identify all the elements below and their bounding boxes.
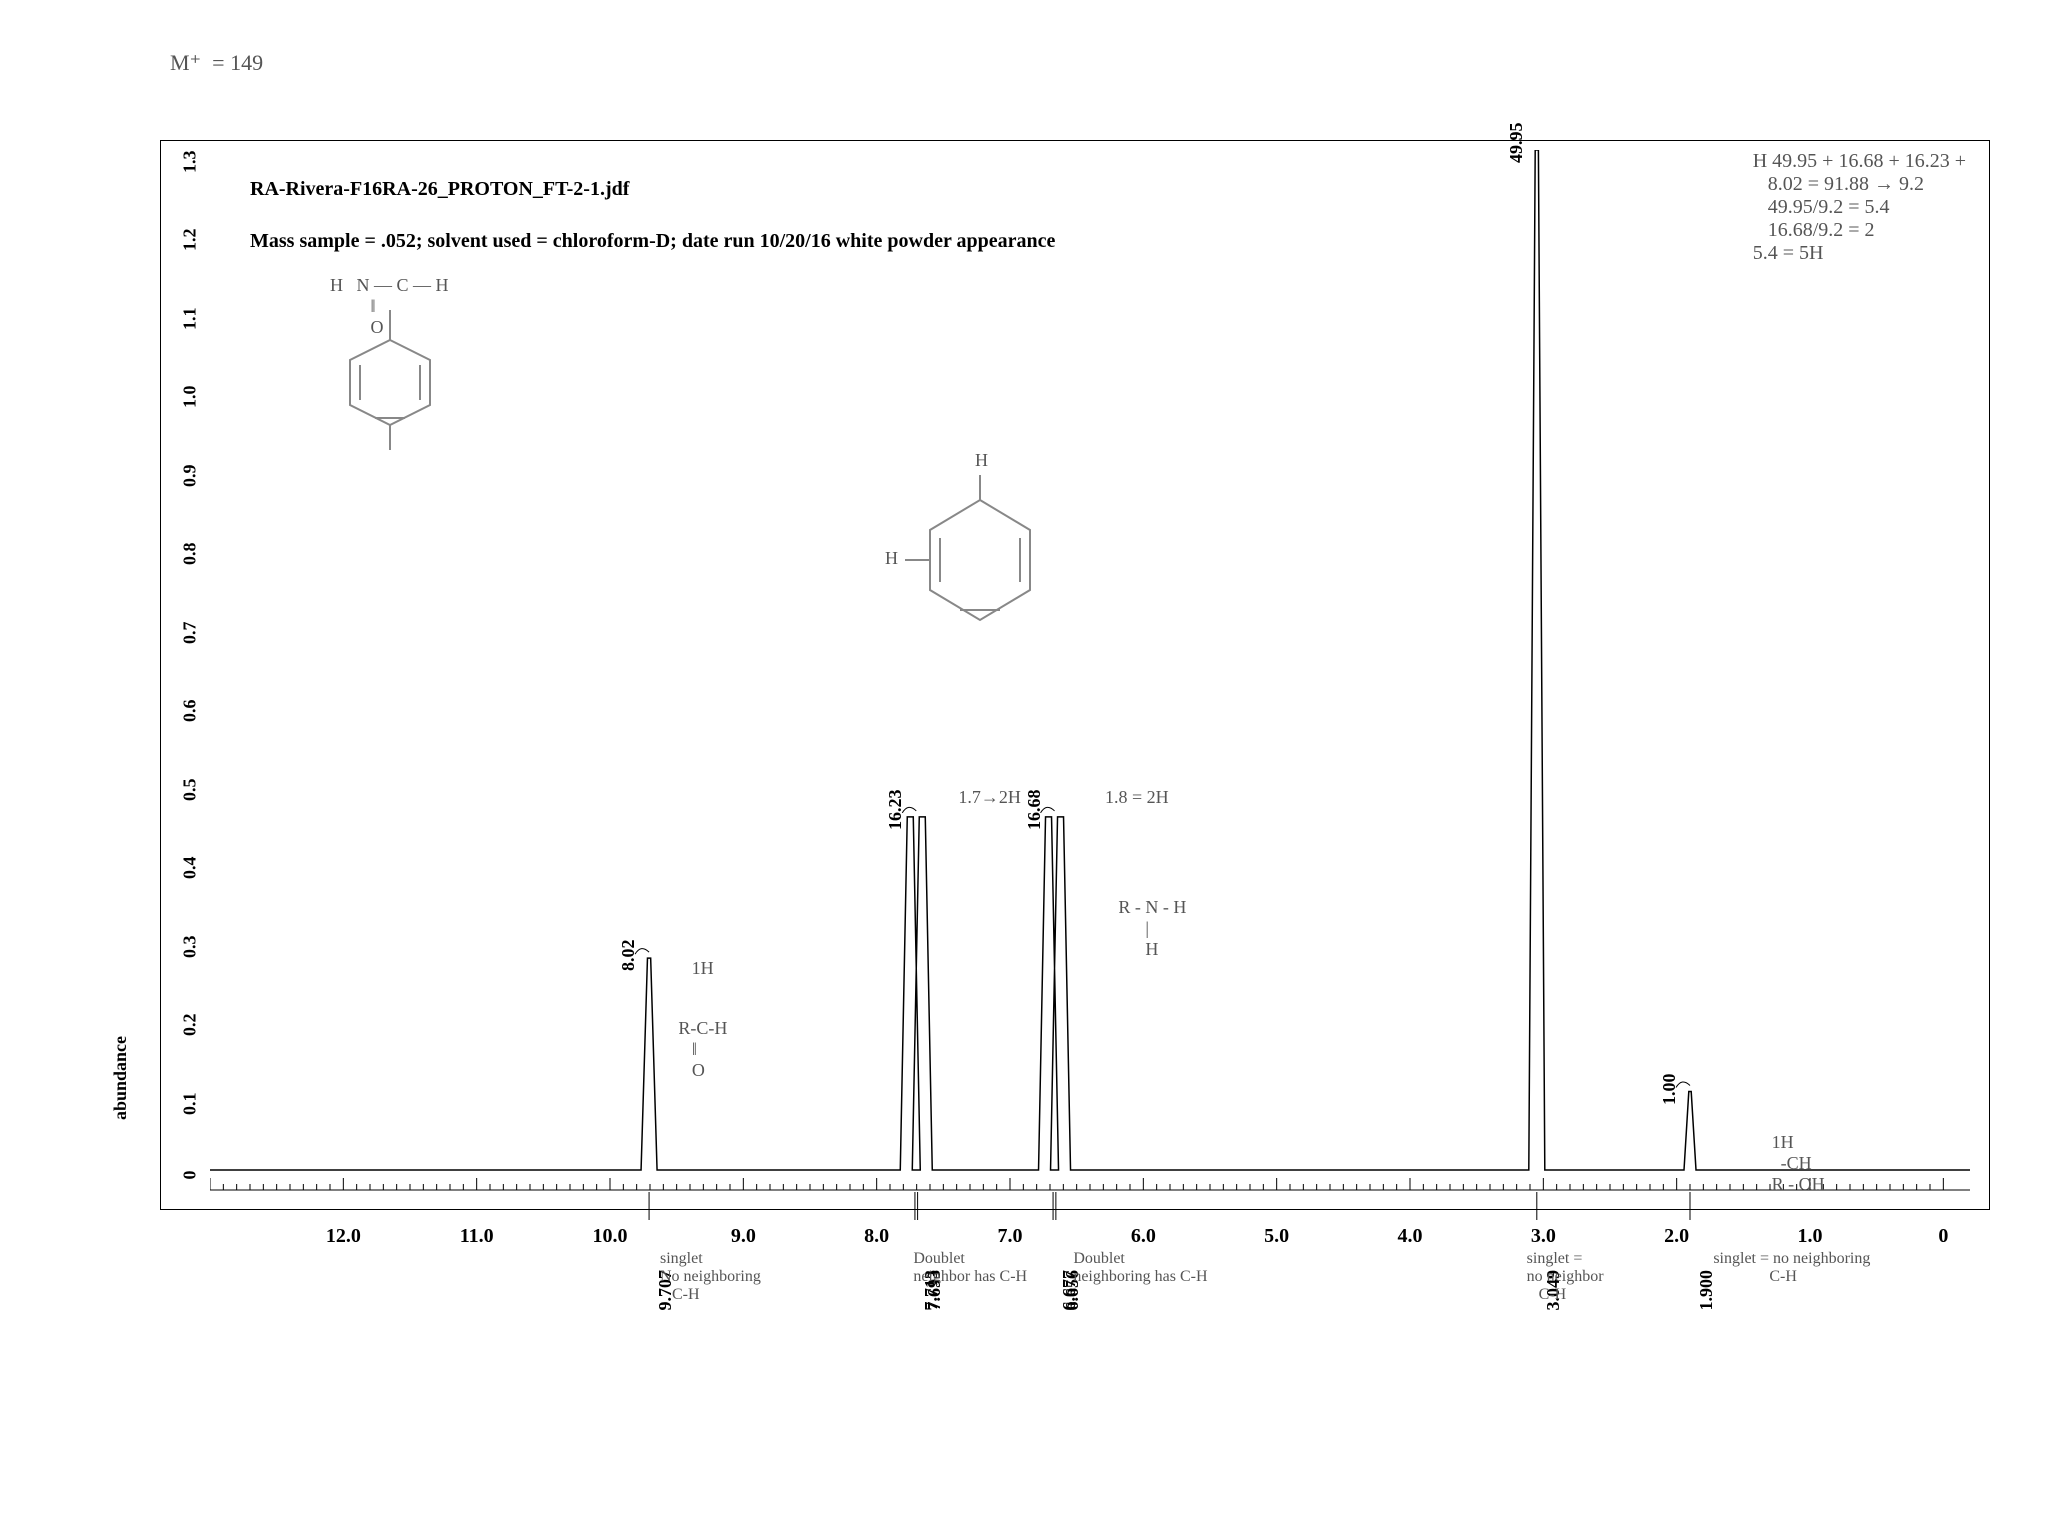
peak-annotation: R - N - H | H [1118,897,1186,960]
y-tick: 1.2 [180,229,201,269]
integration-calc-notes: H 49.95 + 16.68 + 16.23 + 8.02 = 91.88 →… [1753,150,1966,265]
x-tick: 5.0 [1264,1225,1289,1248]
peak-annotation: R-C-H ‖ O [678,1018,727,1081]
y-tick: 1.1 [180,307,201,347]
y-tick: 0.1 [180,1092,201,1132]
y-tick: 0.5 [180,778,201,818]
x-tick: 0 [1938,1225,1948,1248]
x-tick: 3.0 [1531,1225,1556,1248]
y-tick: 0.2 [180,1014,201,1054]
y-tick: 0.6 [180,700,201,740]
structure-2-h-top: H [975,450,988,471]
structure-2-h-left: H [885,548,898,569]
integral-value: 16.23 [885,789,906,830]
y-tick: 1.3 [180,151,201,191]
y-tick: 0.9 [180,464,201,504]
y-tick: 1.0 [180,386,201,426]
peak-annotation: 1.8 = 2H [1105,787,1169,808]
splitting-annotation: singlet = no neighbor C-H [1527,1250,1604,1304]
peak-annotation: 1H -CH R - OH [1772,1132,1825,1195]
integral-value: 16.68 [1024,789,1045,830]
integral-value: 1.00 [1659,1073,1680,1105]
x-tick: 8.0 [864,1225,889,1248]
structure-sketch-2: H H [850,450,1110,670]
splitting-annotation: Doublet neighboring has C-H [1073,1250,1207,1286]
y-tick: 0.4 [180,857,201,897]
peak-annotation: 1H [692,958,714,979]
x-tick: 11.0 [460,1225,494,1248]
x-tick: 12.0 [326,1225,361,1248]
structure-sketch-1: H N — C — H ‖ O [280,240,540,500]
x-tick: 7.0 [998,1225,1023,1248]
x-tick: 6.0 [1131,1225,1156,1248]
splitting-annotation: Doublet neighbor has C-H [913,1250,1027,1286]
y-tick: 0.3 [180,935,201,975]
x-tick: 2.0 [1664,1225,1689,1248]
nmr-page: M⁺ = 149 abundance RA-Rivera-F16RA-26_PR… [40,40,2006,1475]
y-tick: 0.8 [180,543,201,583]
plot-area: RA-Rivera-F16RA-26_PROTON_FT-2-1.jdf Mas… [210,150,1970,1170]
peak-annotation: 1.7→2H [958,787,1021,808]
y-tick: 0.7 [180,621,201,661]
structure-1-label: H N — C — H ‖ O [330,275,449,338]
x-tick: 1.0 [1798,1225,1823,1248]
x-tick: 10.0 [593,1225,628,1248]
splitting-annotation: singlet = no neighboring C-H [1713,1250,1870,1286]
y-axis-label: abundance [110,1036,131,1120]
y-tick: 0 [180,1171,201,1211]
splitting-annotation: singlet No neighboring C-H [660,1250,761,1304]
x-tick: 9.0 [731,1225,756,1248]
integral-value: 8.02 [618,940,639,972]
x-tick: 4.0 [1398,1225,1423,1248]
molecular-ion-note: M⁺ = 149 [170,50,263,76]
integral-value: 49.95 [1506,123,1527,164]
